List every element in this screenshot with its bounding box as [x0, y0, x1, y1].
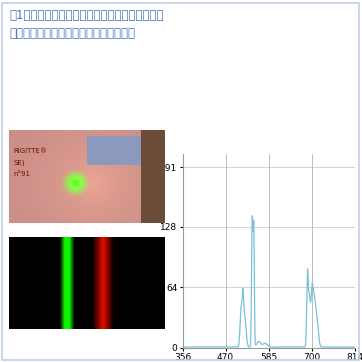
Text: SE): SE) — [13, 160, 25, 166]
Text: n°91: n°91 — [13, 171, 30, 177]
Text: RIGITTE®: RIGITTE® — [13, 148, 47, 154]
Text: 使用されている蛍光体の発光スペクトル: 使用されている蛍光体の発光スペクトル — [9, 27, 135, 40]
Text: 図1：認証を目的としてフランスの運転免許証に: 図1：認証を目的としてフランスの運転免許証に — [9, 9, 164, 22]
